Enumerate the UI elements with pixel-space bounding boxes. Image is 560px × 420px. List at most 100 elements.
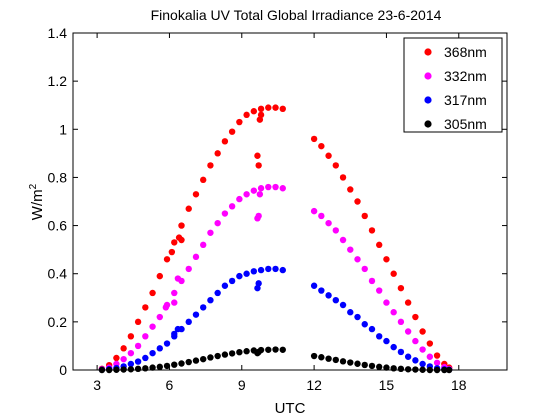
data-point bbox=[361, 265, 368, 273]
data-point bbox=[339, 174, 347, 181]
data-point bbox=[214, 289, 221, 297]
data-point bbox=[127, 366, 135, 373]
y-axis-label: W/m2 bbox=[28, 183, 46, 220]
x-axis-label: UTC bbox=[275, 400, 306, 417]
data-point bbox=[347, 309, 354, 316]
data-point bbox=[419, 328, 426, 335]
data-point bbox=[368, 362, 376, 370]
data-point bbox=[243, 270, 250, 277]
data-point bbox=[243, 111, 250, 119]
x-tick-label: 6 bbox=[166, 377, 174, 393]
data-point bbox=[185, 265, 192, 273]
data-point bbox=[171, 330, 178, 338]
data-point bbox=[404, 353, 412, 360]
chart-title: Finokalia UV Total Global Irradiance 23-… bbox=[151, 7, 442, 23]
data-point bbox=[433, 352, 441, 359]
data-point bbox=[228, 277, 236, 285]
data-point bbox=[192, 191, 200, 198]
legend-marker bbox=[424, 96, 432, 104]
data-point bbox=[185, 358, 192, 366]
data-point bbox=[390, 343, 397, 351]
data-point bbox=[120, 345, 127, 352]
data-point bbox=[171, 299, 178, 306]
data-point bbox=[127, 333, 135, 340]
data-point bbox=[174, 325, 182, 333]
data-point bbox=[221, 210, 229, 217]
data-point bbox=[214, 352, 221, 360]
x-tick-label: 15 bbox=[379, 377, 395, 393]
y-axis-label-main: W/m bbox=[29, 189, 46, 220]
data-point bbox=[250, 108, 258, 115]
legend-box bbox=[403, 37, 503, 133]
data-point bbox=[318, 354, 325, 361]
data-point bbox=[419, 360, 426, 368]
data-point bbox=[142, 304, 149, 311]
data-point bbox=[361, 321, 368, 328]
data-point bbox=[168, 248, 176, 256]
data-point bbox=[397, 348, 405, 356]
data-point bbox=[376, 363, 383, 371]
data-point bbox=[412, 337, 419, 345]
data-point bbox=[397, 284, 405, 292]
data-point bbox=[325, 355, 332, 362]
data-point bbox=[163, 362, 171, 370]
data-point bbox=[174, 275, 182, 282]
data-point bbox=[156, 345, 163, 352]
data-point bbox=[149, 289, 156, 297]
data-point bbox=[376, 333, 383, 340]
data-point bbox=[354, 256, 361, 263]
data-point bbox=[163, 340, 171, 347]
data-point bbox=[162, 304, 170, 311]
data-point bbox=[376, 287, 383, 294]
data-point bbox=[310, 352, 318, 360]
data-point bbox=[272, 346, 279, 353]
data-point bbox=[256, 191, 264, 198]
data-point bbox=[171, 361, 178, 368]
data-point bbox=[412, 313, 419, 321]
data-point bbox=[404, 366, 412, 373]
y-tick-label: 0.8 bbox=[48, 169, 68, 185]
data-point bbox=[149, 323, 156, 330]
data-point bbox=[207, 354, 214, 361]
data-point bbox=[254, 152, 261, 159]
data-point bbox=[207, 296, 214, 304]
data-point bbox=[250, 268, 258, 275]
data-point bbox=[163, 256, 171, 263]
data-point bbox=[361, 212, 368, 220]
data-point bbox=[265, 265, 272, 273]
data-point bbox=[265, 104, 272, 111]
data-point bbox=[318, 212, 325, 220]
data-point bbox=[383, 256, 390, 263]
y-axis-label-exponent: 2 bbox=[28, 183, 39, 189]
data-point bbox=[142, 354, 149, 362]
data-point bbox=[200, 176, 207, 184]
data-point bbox=[279, 266, 286, 274]
data-point bbox=[265, 346, 272, 353]
data-point bbox=[332, 356, 340, 364]
data-point bbox=[332, 162, 340, 169]
y-tick-label: 0.6 bbox=[48, 218, 68, 234]
data-point bbox=[272, 265, 279, 273]
data-point bbox=[368, 277, 376, 285]
legend-item: 368nm bbox=[424, 44, 487, 60]
axes-frame bbox=[72, 32, 508, 371]
data-point bbox=[426, 340, 434, 347]
data-point bbox=[376, 241, 383, 249]
data-point bbox=[419, 346, 426, 353]
y-tick-label: 1 bbox=[59, 121, 67, 137]
y-tick-label: 1.4 bbox=[48, 25, 68, 41]
data-point bbox=[228, 350, 236, 357]
data-point bbox=[390, 270, 397, 277]
data-point bbox=[339, 236, 347, 244]
data-point bbox=[255, 212, 262, 220]
data-point bbox=[332, 227, 340, 234]
y-tick-label: 0.2 bbox=[48, 314, 68, 330]
data-point bbox=[142, 333, 149, 340]
data-point bbox=[236, 118, 243, 126]
data-point bbox=[390, 309, 397, 316]
data-point bbox=[255, 162, 262, 169]
data-point bbox=[383, 299, 390, 306]
data-point bbox=[368, 325, 376, 333]
data-point bbox=[127, 349, 135, 357]
data-point bbox=[257, 185, 265, 192]
